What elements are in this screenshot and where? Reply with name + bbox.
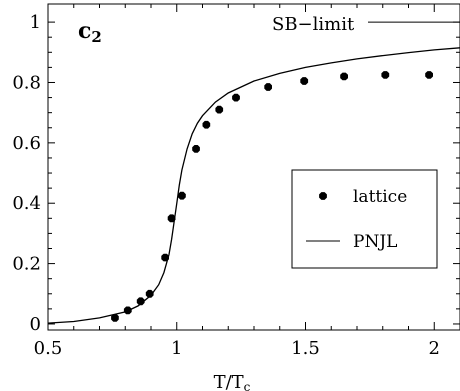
legend-pnjl-label: PNJL: [353, 232, 397, 252]
lattice-point: [111, 314, 119, 322]
legend-lattice-symbol: [319, 192, 327, 200]
panel-label-main: c: [78, 18, 91, 44]
lattice-point: [161, 253, 169, 262]
legend-lattice-marker: [319, 192, 327, 200]
x-axis-label-sub: c: [244, 380, 251, 391]
curve-layer: [48, 47, 460, 324]
panel-label-sub: 2: [91, 28, 101, 46]
plot-frame: [47, 3, 460, 331]
lattice-point: [192, 145, 200, 153]
lattice-point: [167, 214, 176, 223]
lattice-markers: [111, 71, 433, 322]
y-tick-label: 0: [30, 314, 41, 335]
lattice-point: [123, 306, 132, 315]
lattice-point: [178, 191, 186, 200]
y-tick-label: 0.2: [12, 254, 41, 275]
y-tick-label: 0.6: [12, 133, 41, 154]
lattice-point: [340, 72, 348, 81]
lattice-point: [264, 83, 272, 91]
panel-label: c2: [78, 18, 102, 46]
lattice-point: [381, 71, 390, 79]
lattice-point: [425, 71, 433, 79]
x-tick-label: 1: [171, 338, 182, 359]
x-axis-label: T/Tc: [214, 372, 251, 391]
y-tick-label: 0.8: [12, 72, 41, 93]
lattice-point: [202, 120, 211, 129]
x-tick-label: 2: [429, 338, 440, 359]
lattice-point: [145, 289, 154, 298]
sb-limit-label: SB−limit: [272, 14, 355, 35]
lattice-point: [136, 297, 145, 306]
y-tick-label: 0.4: [12, 193, 41, 214]
lattice-point: [300, 77, 309, 85]
pnjl-curve: [48, 47, 460, 324]
y-axis-ticks: 0 0.2 0.4 0.6 0.8 1: [12, 12, 460, 335]
legend-lattice-label: lattice: [353, 187, 407, 207]
x-tick-label: 0.5: [34, 338, 63, 359]
x-tick-label: 1.5: [291, 338, 320, 359]
x-axis-ticks: 0.5 1 1.5 2: [34, 4, 460, 359]
x-axis-label-main: T/T: [214, 372, 244, 391]
y-tick-label: 1: [30, 12, 41, 33]
lattice-point: [215, 105, 224, 114]
legend-box: [291, 169, 438, 269]
lattice-point: [232, 93, 240, 102]
legend: lattice PNJL: [291, 169, 438, 269]
